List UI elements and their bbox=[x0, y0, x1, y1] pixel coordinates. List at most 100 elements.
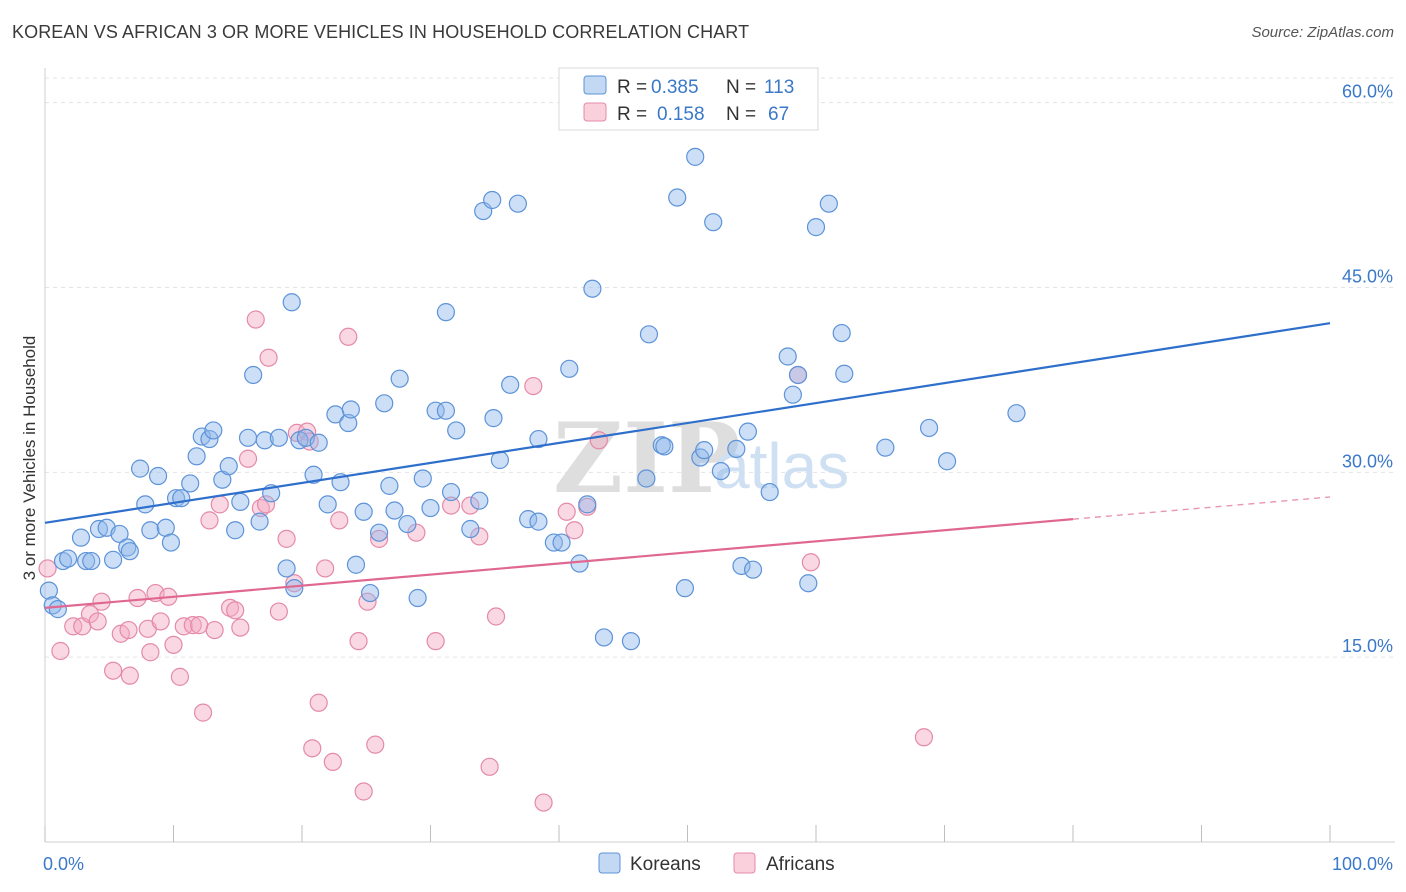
koreans-point-51 bbox=[361, 583, 380, 603]
koreans-point-72 bbox=[501, 375, 520, 394]
koreans-point-37 bbox=[277, 559, 296, 578]
africans-point-57 bbox=[486, 607, 506, 626]
koreans-point-105 bbox=[806, 218, 826, 237]
koreans-point-39 bbox=[285, 579, 304, 598]
legend-n-value-koreans: 113 bbox=[764, 77, 794, 98]
x-tick-label-1: 100.0% bbox=[1332, 854, 1393, 874]
africans-point-66 bbox=[914, 728, 934, 747]
africans-point-63 bbox=[589, 431, 608, 450]
bottom-legend: Koreans Africans bbox=[598, 852, 835, 875]
koreans-point-10 bbox=[104, 550, 123, 569]
legend-swatch-koreans bbox=[583, 75, 607, 95]
koreans-point-112 bbox=[1007, 404, 1026, 423]
koreans-point-59 bbox=[413, 469, 432, 488]
africans-point-18 bbox=[170, 667, 190, 686]
legend-n-value-africans: 67 bbox=[768, 104, 789, 125]
legend-r-label-africans: R = bbox=[617, 104, 647, 125]
africans-point-13 bbox=[141, 643, 160, 662]
koreans-point-102 bbox=[783, 385, 802, 404]
koreans-point-49 bbox=[346, 555, 366, 574]
koreans-point-69 bbox=[483, 190, 502, 210]
africans-point-9 bbox=[119, 620, 138, 640]
koreans-point-48 bbox=[341, 400, 360, 419]
koreans-point-56 bbox=[390, 369, 409, 388]
africans-point-33 bbox=[259, 348, 278, 367]
koreans-point-90 bbox=[675, 579, 695, 598]
africans-point-4 bbox=[80, 604, 100, 624]
koreans-point-5 bbox=[71, 528, 91, 547]
koreans-point-38 bbox=[282, 293, 301, 312]
bottom-legend-swatch-koreans bbox=[598, 852, 621, 874]
koreans-point-17 bbox=[148, 466, 168, 486]
africans-point-0 bbox=[38, 559, 57, 578]
bottom-legend-label-koreans: Koreans bbox=[630, 854, 701, 875]
koreans-point-63 bbox=[441, 482, 461, 502]
koreans-point-52 bbox=[370, 523, 389, 542]
koreans-point-65 bbox=[436, 303, 456, 322]
koreans-point-31 bbox=[238, 428, 258, 447]
koreans-point-30 bbox=[231, 492, 250, 511]
africans-point-56 bbox=[480, 757, 499, 776]
koreans-point-26 bbox=[204, 421, 223, 440]
koreans-point-6 bbox=[77, 551, 96, 571]
koreans-point-109 bbox=[876, 438, 895, 457]
axes bbox=[44, 68, 1395, 843]
africans-point-44 bbox=[330, 511, 349, 530]
koreans-point-67 bbox=[470, 491, 489, 510]
africans-point-34 bbox=[269, 602, 288, 621]
koreans-point-34 bbox=[255, 431, 274, 450]
africans-point-11 bbox=[128, 588, 147, 608]
koreans-point-82 bbox=[583, 279, 602, 298]
koreans-point-47 bbox=[339, 413, 358, 433]
koreans-point-100 bbox=[760, 482, 779, 502]
koreans-trend-line bbox=[44, 322, 1331, 524]
y-axis-label: 3 or more Vehicles in Household bbox=[20, 336, 39, 581]
koreans-point-88 bbox=[655, 437, 674, 456]
y-tick-label-3: 60.0% bbox=[1342, 82, 1393, 102]
koreans-point-108 bbox=[835, 364, 854, 383]
africans-point-22 bbox=[193, 703, 213, 722]
africans-point-5 bbox=[88, 612, 107, 631]
koreans-point-14 bbox=[130, 459, 150, 478]
koreans-point-0 bbox=[39, 581, 58, 600]
koreans-point-25 bbox=[200, 429, 219, 449]
africans-point-35 bbox=[277, 529, 296, 548]
koreans-point-91 bbox=[686, 147, 705, 166]
watermark-atlas: atlas bbox=[714, 430, 849, 502]
koreans-point-111 bbox=[937, 452, 957, 471]
africans-point-45 bbox=[339, 327, 358, 346]
koreans-point-19 bbox=[161, 533, 181, 552]
y-tick-label-1: 30.0% bbox=[1342, 451, 1393, 471]
africans-point-49 bbox=[366, 735, 385, 754]
koreans-point-44 bbox=[318, 495, 337, 514]
koreans-point-70 bbox=[484, 409, 503, 428]
africans-point-25 bbox=[210, 495, 229, 514]
africans-point-15 bbox=[151, 612, 170, 631]
koreans-point-96 bbox=[727, 439, 746, 459]
koreans-point-79 bbox=[560, 359, 579, 378]
africans-point-53 bbox=[441, 496, 461, 515]
africans-point-43 bbox=[323, 752, 342, 772]
koreans-point-42 bbox=[304, 465, 323, 484]
africans-point-61 bbox=[565, 521, 584, 540]
africans-trend-line-extension bbox=[1072, 496, 1331, 520]
koreans-point-62 bbox=[436, 401, 456, 420]
koreans-point-98 bbox=[738, 422, 757, 441]
koreans-point-103 bbox=[788, 365, 808, 385]
koreans-point-94 bbox=[704, 213, 723, 232]
koreans-point-85 bbox=[637, 469, 656, 488]
koreans-point-107 bbox=[832, 323, 851, 343]
africans-point-65 bbox=[801, 553, 820, 572]
koreans-point-22 bbox=[181, 474, 200, 493]
koreans-point-61 bbox=[426, 401, 445, 420]
koreans-point-50 bbox=[354, 502, 373, 521]
africans-point-27 bbox=[226, 601, 245, 620]
koreans-point-4 bbox=[59, 549, 78, 568]
koreans-point-53 bbox=[375, 394, 394, 413]
koreans-point-33 bbox=[250, 512, 269, 531]
africans-point-29 bbox=[238, 449, 258, 468]
africans-point-42 bbox=[316, 559, 335, 578]
koreans-points bbox=[39, 147, 1026, 651]
koreans-point-58 bbox=[408, 588, 427, 608]
koreans-point-29 bbox=[226, 521, 245, 540]
